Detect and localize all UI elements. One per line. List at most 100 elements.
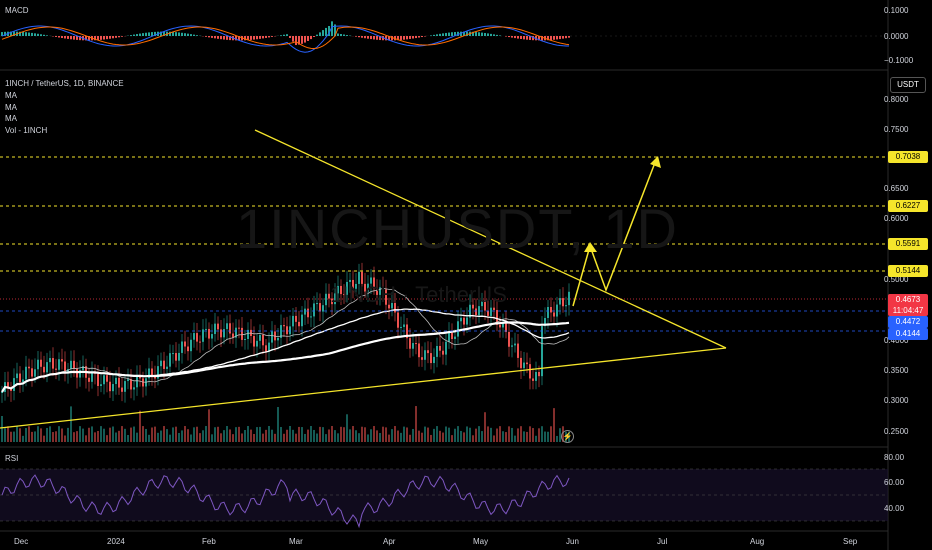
candle-body: [19, 373, 21, 383]
volume-bar: [439, 430, 441, 442]
macd-histogram-bar: [373, 36, 375, 40]
candle-body: [157, 366, 159, 379]
volume-bar: [517, 428, 519, 442]
volume-bar: [13, 431, 15, 442]
time-label-feb: Feb: [202, 537, 216, 546]
volume-bar: [283, 433, 285, 442]
indicator-ma-3[interactable]: MA: [5, 114, 17, 123]
candle-body: [559, 298, 561, 305]
volume-bar: [466, 426, 468, 442]
indicator-volume[interactable]: Vol - 1INCH: [5, 126, 48, 135]
macd-histogram-bar: [439, 33, 441, 36]
volume-bar: [76, 431, 78, 442]
macd-histogram-bar: [130, 35, 132, 36]
volume-bar: [274, 433, 276, 442]
level-tag-0.6227[interactable]: 0.6227: [888, 200, 928, 212]
level-tag-0.5591[interactable]: 0.5591: [888, 238, 928, 250]
volume-bar: [157, 432, 159, 442]
level-tag-0.5144[interactable]: 0.5144: [888, 265, 928, 277]
candle-body: [463, 317, 465, 325]
volume-bar: [424, 426, 426, 442]
rsi-label[interactable]: RSI: [5, 454, 19, 463]
macd-histogram-bar: [58, 36, 60, 38]
macd-histogram-bar: [106, 36, 108, 40]
macd-histogram-bar: [94, 36, 96, 41]
volume-bar: [244, 430, 246, 442]
time-label-jun: Jun: [566, 537, 579, 546]
current-price-tag[interactable]: 0.4673 11:04:47: [888, 294, 928, 316]
time-label-sep: Sep: [843, 537, 858, 546]
macd-histogram-bar: [310, 36, 312, 40]
indicator-ma-2[interactable]: MA: [5, 103, 17, 112]
macd-histogram-bar: [475, 32, 477, 36]
candle-body: [220, 329, 222, 338]
candle-body: [487, 310, 489, 316]
volume-bar: [7, 426, 9, 442]
lightning-icon[interactable]: ⚡: [561, 430, 574, 443]
volume-bar: [304, 433, 306, 442]
volume-bar: [436, 426, 438, 442]
time-label-jul: Jul: [657, 537, 668, 546]
volume-bar: [205, 426, 207, 442]
candle-body: [307, 308, 309, 318]
volume-bar: [529, 426, 531, 442]
rsi-line: [1, 474, 570, 529]
price-tick-0750: 0.7500: [884, 125, 909, 134]
macd-histogram-bar: [523, 36, 525, 40]
macd-histogram-bar: [520, 36, 522, 39]
macd-histogram-bar: [169, 31, 171, 36]
volume-bar: [328, 429, 330, 442]
candle-body: [319, 303, 321, 312]
macd-histogram-bar: [139, 33, 141, 36]
volume-bar: [190, 434, 192, 442]
candle-body: [109, 381, 111, 392]
candle-body: [493, 307, 495, 311]
candle-body: [82, 366, 84, 371]
candle-body: [13, 378, 15, 391]
indicator-ma-1[interactable]: MA: [5, 91, 17, 100]
volume-bar: [46, 427, 48, 442]
macd-label[interactable]: MACD: [5, 6, 29, 15]
candle-body: [181, 341, 183, 353]
volume-bar: [97, 430, 99, 442]
candle-body: [37, 359, 39, 370]
volume-bar: [340, 426, 342, 442]
volume-bar: [298, 426, 300, 442]
candle-body: [1, 391, 3, 393]
candle-body: [358, 271, 360, 284]
macd-histogram-bar: [133, 34, 135, 36]
currency-button[interactable]: USDT: [890, 77, 926, 93]
macd-histogram-bar: [289, 36, 291, 38]
candle-body: [433, 356, 435, 364]
candle-body: [553, 312, 555, 317]
candle-body: [439, 345, 441, 351]
volume-bar: [232, 434, 234, 442]
macd-histogram-bar: [472, 31, 474, 36]
candle-body: [340, 285, 342, 295]
volume-bar: [484, 412, 486, 442]
volume-bar: [55, 431, 57, 442]
symbol-title[interactable]: 1INCH / TetherUS, 1D, BINANCE: [5, 79, 124, 88]
macd-histogram-bar: [262, 36, 264, 39]
level-tag-0.7038[interactable]: 0.7038: [888, 151, 928, 163]
macd-histogram-bar: [319, 32, 321, 36]
macd-histogram-bar: [247, 36, 249, 41]
macd-histogram-bar: [328, 26, 330, 36]
macd-histogram-bar: [175, 32, 177, 36]
candle-body: [298, 321, 300, 327]
volume-bar: [136, 432, 138, 442]
blue-tag-2[interactable]: 0.4144: [888, 328, 928, 340]
candle-body: [205, 328, 207, 330]
candle-body: [472, 304, 474, 309]
volume-bar: [238, 426, 240, 442]
candle-body: [127, 379, 129, 382]
bar-countdown: 11:04:47: [892, 306, 924, 315]
blue-tag-1[interactable]: 0.4472: [888, 316, 928, 328]
volume-bar: [391, 429, 393, 442]
candle-body: [7, 382, 9, 389]
candle-body: [367, 283, 369, 292]
candle-body: [538, 371, 540, 377]
macd-histogram-bar: [556, 36, 558, 40]
macd-histogram-bar: [517, 36, 519, 39]
